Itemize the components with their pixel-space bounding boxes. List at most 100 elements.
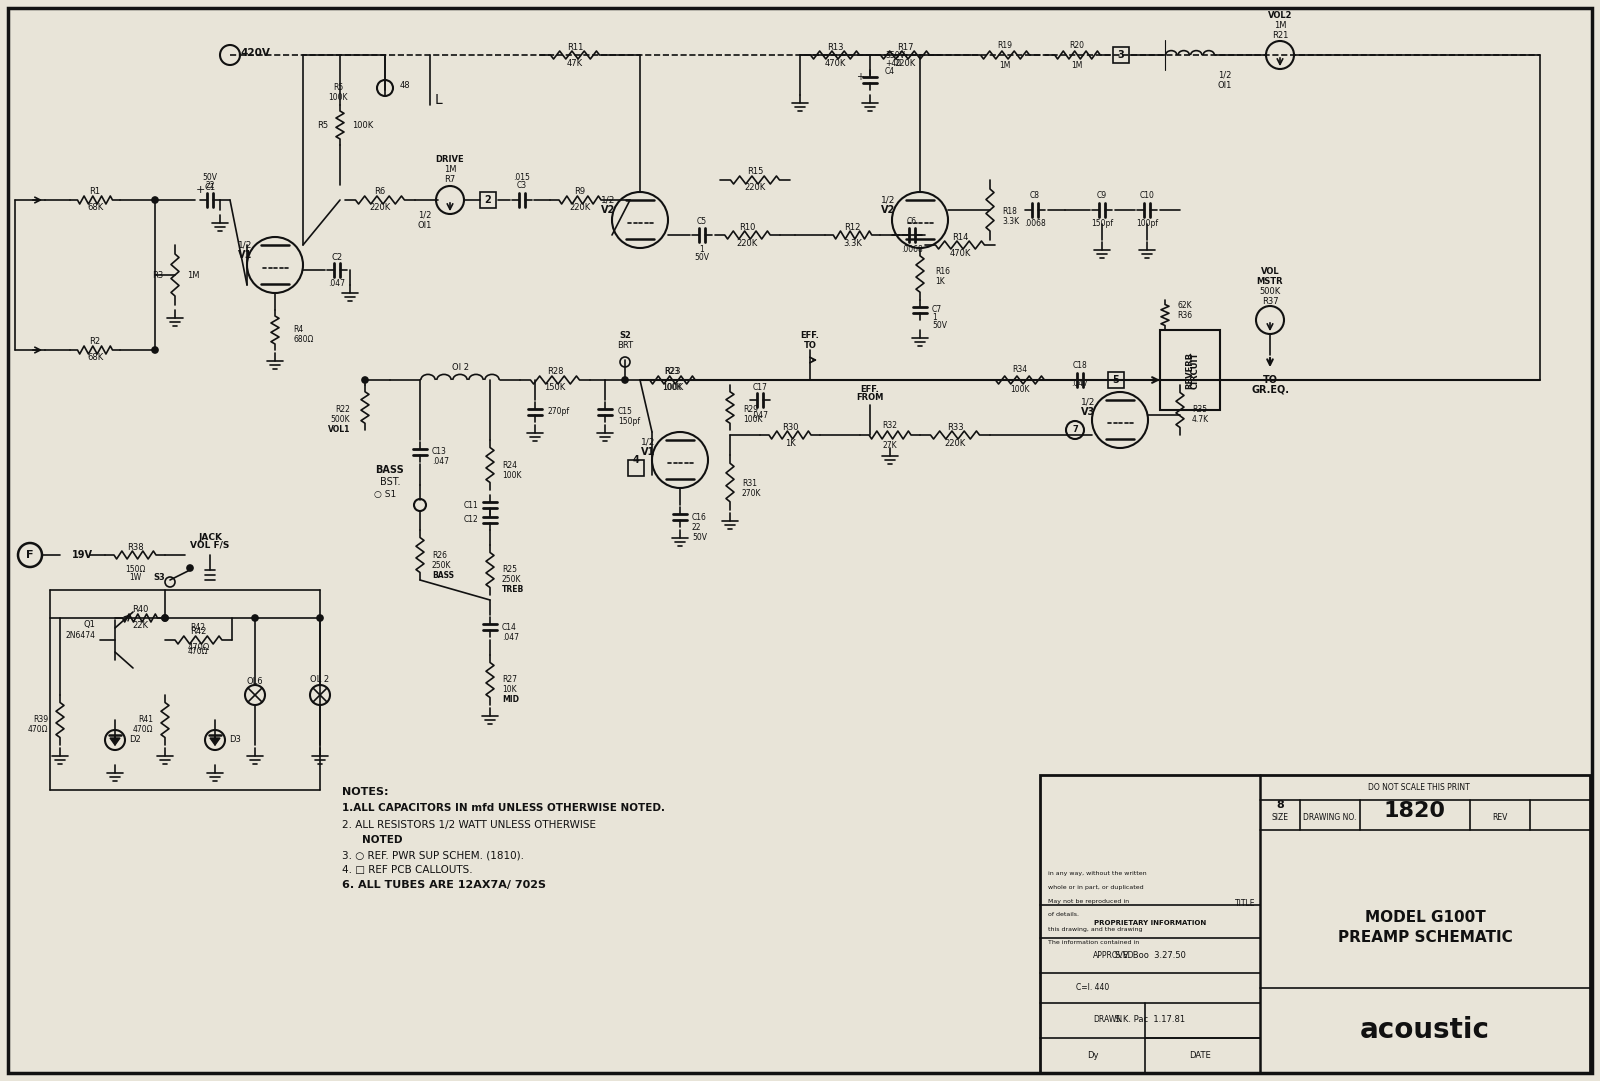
- Text: D2: D2: [130, 735, 141, 745]
- Text: C13: C13: [432, 448, 446, 456]
- Text: R12: R12: [845, 223, 861, 231]
- Text: R1: R1: [90, 187, 101, 197]
- Text: 220K: 220K: [738, 239, 758, 248]
- Text: 470Ω: 470Ω: [133, 725, 154, 734]
- Circle shape: [152, 347, 158, 353]
- Text: 47K: 47K: [566, 58, 582, 67]
- Text: 68K: 68K: [86, 203, 102, 213]
- Text: 270K: 270K: [742, 489, 762, 497]
- Text: 100K: 100K: [662, 384, 683, 392]
- Text: OL6: OL6: [246, 677, 264, 685]
- Text: C18: C18: [1072, 361, 1088, 371]
- Text: 4: 4: [632, 455, 640, 465]
- Text: R21: R21: [1272, 30, 1288, 40]
- Text: R31: R31: [742, 479, 757, 488]
- Text: R18: R18: [1002, 208, 1018, 216]
- Text: 470Ω: 470Ω: [187, 648, 208, 656]
- Text: .0068: .0068: [901, 245, 923, 254]
- Text: DO NOT SCALE THIS PRINT: DO NOT SCALE THIS PRINT: [1368, 783, 1470, 791]
- Text: 3: 3: [1118, 50, 1125, 61]
- Circle shape: [317, 615, 323, 620]
- Text: ○ S1: ○ S1: [374, 491, 397, 499]
- Text: BASS: BASS: [432, 571, 454, 579]
- Text: R17: R17: [896, 42, 914, 52]
- Text: .047: .047: [328, 279, 346, 288]
- Text: R11: R11: [566, 42, 582, 52]
- Text: DRIVE: DRIVE: [435, 156, 464, 164]
- Text: C12: C12: [464, 516, 478, 524]
- Text: 1/2: 1/2: [882, 196, 894, 204]
- Text: C15: C15: [618, 408, 634, 416]
- Polygon shape: [210, 738, 221, 745]
- Text: 1K: 1K: [934, 278, 944, 286]
- Text: R26: R26: [432, 550, 446, 560]
- Text: C17: C17: [752, 384, 768, 392]
- Text: EFF.: EFF.: [800, 331, 819, 339]
- Text: R3: R3: [152, 270, 163, 280]
- Text: EFF.: EFF.: [861, 386, 880, 395]
- Text: VOL F/S: VOL F/S: [190, 540, 230, 549]
- Text: OI1: OI1: [418, 221, 432, 229]
- Text: 48: 48: [400, 80, 411, 90]
- Circle shape: [622, 377, 627, 383]
- Text: R41: R41: [138, 716, 154, 724]
- Text: 3.3K: 3.3K: [843, 239, 862, 248]
- Text: 220K: 220K: [370, 203, 390, 213]
- Text: 220K: 220K: [570, 203, 590, 213]
- Text: R25: R25: [502, 565, 517, 574]
- Text: 3.3K: 3.3K: [1002, 217, 1019, 227]
- Text: +: +: [195, 185, 205, 195]
- Text: in any way, without the written: in any way, without the written: [1048, 870, 1147, 876]
- Text: NOTES:: NOTES:: [342, 787, 389, 797]
- Text: V1: V1: [642, 448, 654, 457]
- Text: 68K: 68K: [86, 353, 102, 362]
- Text: .047: .047: [432, 457, 450, 467]
- Text: NOTED: NOTED: [362, 835, 403, 845]
- Text: whole or in part, or duplicated: whole or in part, or duplicated: [1048, 884, 1144, 890]
- Text: R32: R32: [883, 421, 898, 429]
- Text: R35: R35: [1192, 405, 1206, 414]
- Text: R30: R30: [782, 423, 798, 431]
- Text: 22: 22: [205, 181, 214, 189]
- Text: VOL2: VOL2: [1267, 11, 1293, 19]
- Text: V2: V2: [602, 205, 614, 215]
- Text: MODEL G100T: MODEL G100T: [1365, 910, 1485, 925]
- Text: R38: R38: [126, 543, 144, 551]
- Text: 150pf: 150pf: [1091, 219, 1114, 228]
- Text: 1: 1: [931, 313, 936, 322]
- Text: 4. □ REF PCB CALLOUTS.: 4. □ REF PCB CALLOUTS.: [342, 865, 472, 875]
- Text: R13: R13: [827, 42, 843, 52]
- Text: 1K: 1K: [784, 439, 795, 448]
- Text: Dy: Dy: [1088, 1052, 1099, 1060]
- Text: BASS: BASS: [376, 465, 405, 475]
- Text: 270pf: 270pf: [547, 408, 570, 416]
- Text: R5: R5: [333, 83, 342, 93]
- Text: R14: R14: [952, 232, 968, 241]
- Text: 100K: 100K: [1010, 386, 1030, 395]
- Text: R15: R15: [747, 168, 763, 176]
- Text: acoustic: acoustic: [1360, 1016, 1490, 1044]
- Text: R9: R9: [574, 187, 586, 197]
- Text: 10K: 10K: [502, 685, 517, 694]
- Text: 220K: 220K: [944, 439, 966, 448]
- Text: 470K: 470K: [949, 249, 971, 257]
- Text: GR.EQ.: GR.EQ.: [1251, 385, 1290, 395]
- Text: .0068: .0068: [1024, 219, 1046, 228]
- Text: 1: 1: [699, 245, 704, 254]
- Text: R19: R19: [997, 40, 1013, 50]
- Text: R39: R39: [34, 716, 48, 724]
- Text: S3: S3: [154, 574, 165, 583]
- Text: TITLE: TITLE: [1235, 898, 1254, 908]
- Bar: [1114, 46, 1130, 63]
- Text: 470K: 470K: [824, 58, 846, 67]
- Text: R28: R28: [547, 368, 563, 376]
- Text: BRT: BRT: [618, 341, 634, 349]
- Text: C5: C5: [698, 217, 707, 227]
- Text: 1/2: 1/2: [238, 240, 253, 250]
- Circle shape: [187, 565, 194, 571]
- Text: V1: V1: [238, 250, 253, 261]
- Text: 50V: 50V: [203, 173, 218, 183]
- Text: 100K: 100K: [502, 470, 522, 480]
- Text: F: F: [26, 550, 34, 560]
- Circle shape: [152, 197, 158, 203]
